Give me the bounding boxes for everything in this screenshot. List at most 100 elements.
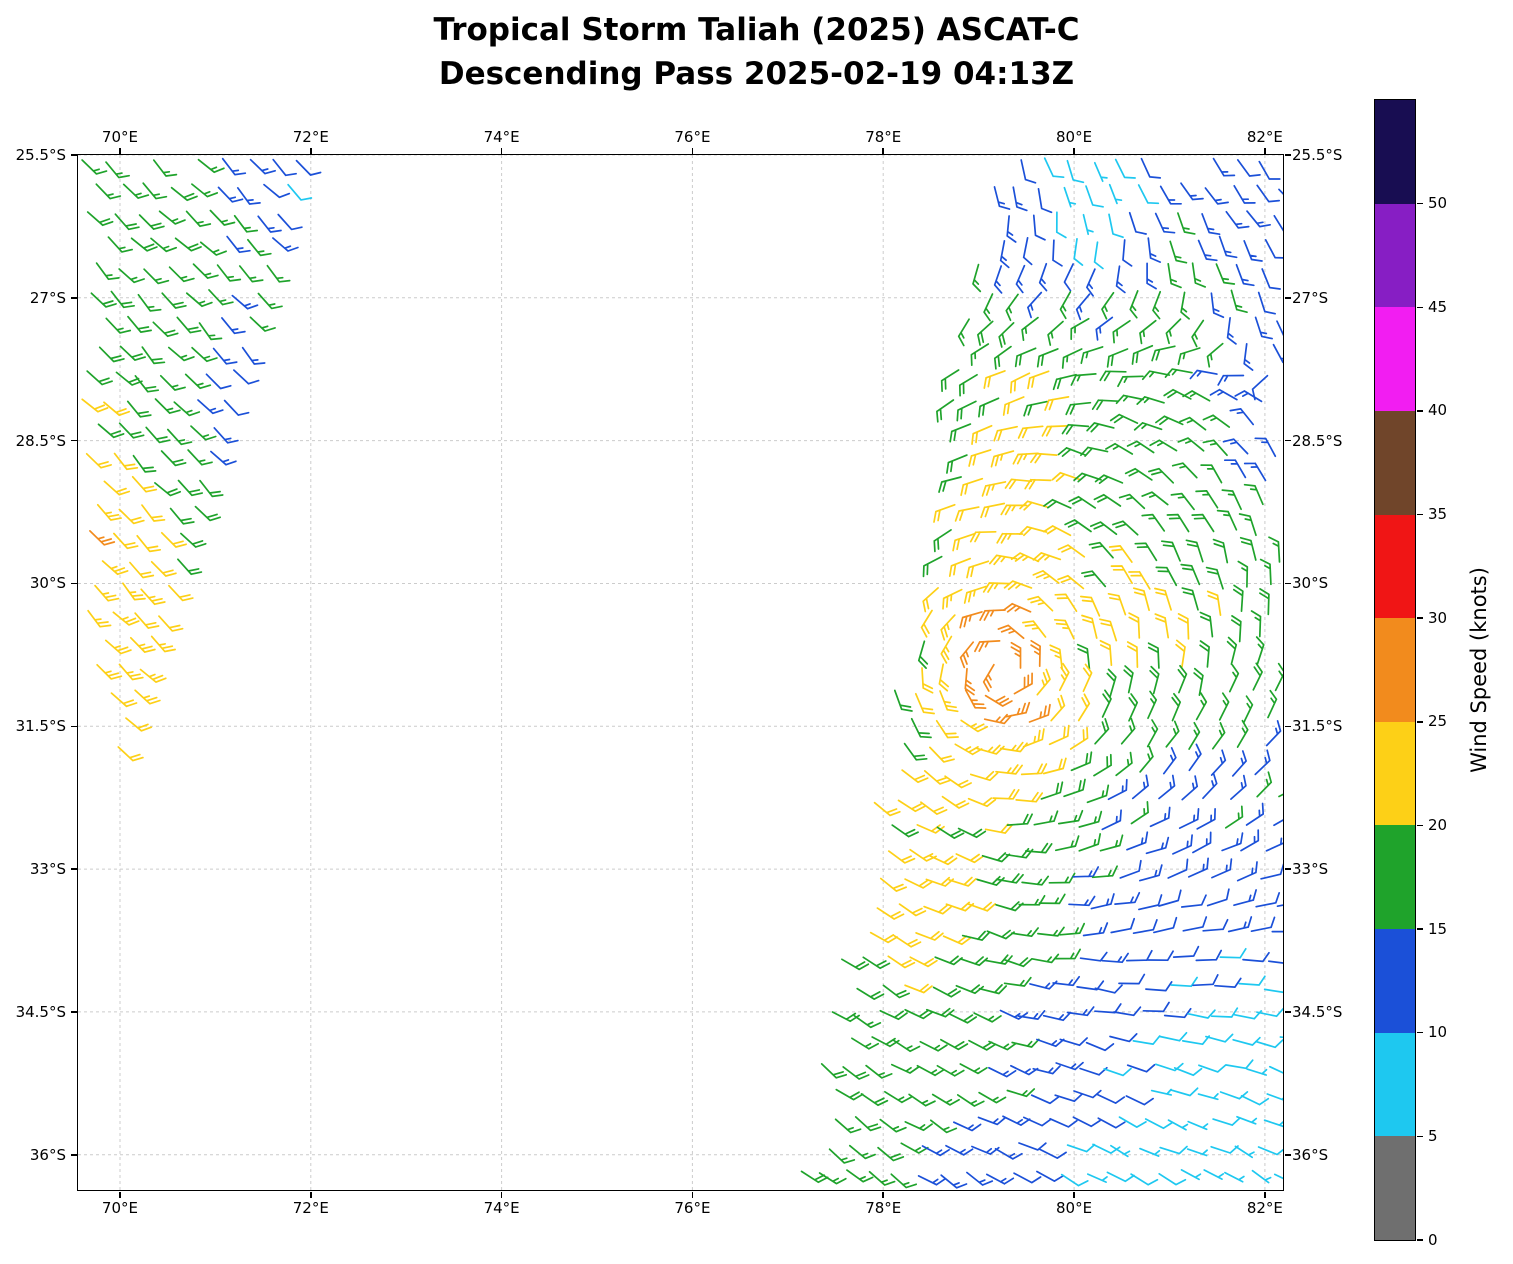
wind-barb (132, 454, 156, 473)
wind-barb (196, 398, 224, 414)
wind-barb (898, 902, 926, 916)
wind-barb (879, 877, 907, 892)
wind-barb (104, 317, 131, 334)
wind-barb (938, 689, 959, 712)
wind-barb (1267, 535, 1280, 563)
wind-barb (1242, 694, 1253, 724)
wind-barb (1150, 344, 1176, 361)
wind-barb (1210, 857, 1232, 878)
wind-barb (186, 448, 213, 466)
x-tick-mark-top (119, 147, 121, 154)
wind-barb (1079, 951, 1108, 962)
wind-barb (984, 953, 1013, 965)
wind-barb (1236, 719, 1249, 748)
wind-barb (1228, 663, 1239, 692)
wind-barb (1171, 833, 1193, 855)
wind-barb (1116, 374, 1144, 387)
wind-barb (1255, 1007, 1283, 1017)
wind-barb (1058, 662, 1070, 691)
wind-barb (114, 212, 140, 230)
colorbar-segment (1374, 1135, 1415, 1240)
wind-barb (1126, 440, 1154, 453)
wind-barb (1258, 587, 1270, 615)
wind-barb (860, 1092, 888, 1106)
wind-barb (1061, 347, 1083, 369)
wind-barb (1166, 262, 1182, 288)
wind-barb (1099, 833, 1123, 852)
wind-barb (192, 262, 219, 279)
y-tick-mark-left (70, 154, 77, 156)
wind-barb (1098, 369, 1127, 381)
wind-barb (1082, 663, 1092, 692)
wind-barb (977, 1116, 1006, 1125)
y-tick-label-right: 30°S (1292, 574, 1329, 593)
wind-barb (159, 374, 186, 391)
wind-barb (1069, 726, 1088, 750)
wind-barb (154, 397, 181, 414)
colorbar-tick-label: 35 (1428, 505, 1448, 524)
wind-barb (994, 900, 1024, 911)
wind-barb (1147, 641, 1160, 669)
colorbar-tick-mark (1416, 306, 1423, 309)
wind-barb (1031, 569, 1060, 584)
wind-barb (1057, 543, 1085, 558)
wind-barb (158, 209, 186, 225)
x-tick-label-bottom: 74°E (483, 1199, 520, 1217)
wind-barb (828, 1147, 855, 1164)
wind-barb (97, 422, 124, 438)
wind-barb (1199, 611, 1213, 637)
wind-barb (999, 239, 1010, 268)
chart-title-line2: Descending Pass 2025-02-19 04:13Z (438, 56, 1075, 92)
wind-barb (1227, 915, 1252, 932)
wind-barb (160, 291, 187, 309)
wind-barb (1224, 804, 1243, 829)
wind-barb (903, 1120, 933, 1131)
wind-barb (1048, 1117, 1078, 1128)
wind-barb (1026, 595, 1053, 612)
wind-barb (1052, 373, 1077, 390)
wind-barb (994, 1147, 1023, 1160)
wind-barb (276, 213, 303, 230)
wind-barb (1257, 291, 1276, 315)
wind-barb (1042, 524, 1071, 536)
wind-barb (848, 1144, 876, 1159)
wind-barb (1157, 774, 1175, 799)
wind-barb (1078, 1066, 1108, 1076)
wind-barb (997, 321, 1014, 348)
wind-barb (1147, 467, 1174, 484)
y-tick-label-left: 27°S (29, 288, 66, 307)
wind-barb (922, 904, 952, 915)
wind-barb (959, 477, 983, 496)
wind-barb (1071, 865, 1099, 878)
wind-barb (977, 1091, 1006, 1103)
wind-barb (1067, 895, 1095, 906)
wind-barb (1275, 319, 1283, 336)
wind-barb (917, 1174, 946, 1186)
wind-barb (1229, 774, 1247, 800)
wind-barb (1263, 988, 1283, 993)
wind-barb (190, 182, 218, 197)
wind-barb (1032, 551, 1061, 562)
colorbar-tick-mark (1416, 617, 1423, 619)
wind-barb (1251, 1169, 1271, 1183)
wind-barb (112, 532, 138, 549)
wind-barb (1070, 372, 1097, 386)
wind-barb (80, 158, 107, 175)
wind-barb (984, 694, 1013, 707)
wind-barb (174, 236, 202, 252)
wind-barb (1030, 1093, 1059, 1104)
y-tick-mark-right (1284, 725, 1291, 728)
wind-barb (1107, 212, 1124, 238)
wind-barb (1148, 665, 1160, 694)
wind-barb (965, 559, 989, 578)
wind-barb (1105, 668, 1117, 697)
y-tick-mark-right (1284, 154, 1291, 156)
wind-barb (1094, 983, 1123, 994)
wind-barb (1108, 1032, 1138, 1042)
wind-barb (266, 264, 291, 283)
wind-barb (1026, 369, 1049, 389)
y-tick-label-left: 30°S (29, 574, 66, 593)
wind-barb (1032, 214, 1046, 241)
wind-barb (1111, 319, 1131, 343)
wind-barb (1106, 1171, 1135, 1182)
